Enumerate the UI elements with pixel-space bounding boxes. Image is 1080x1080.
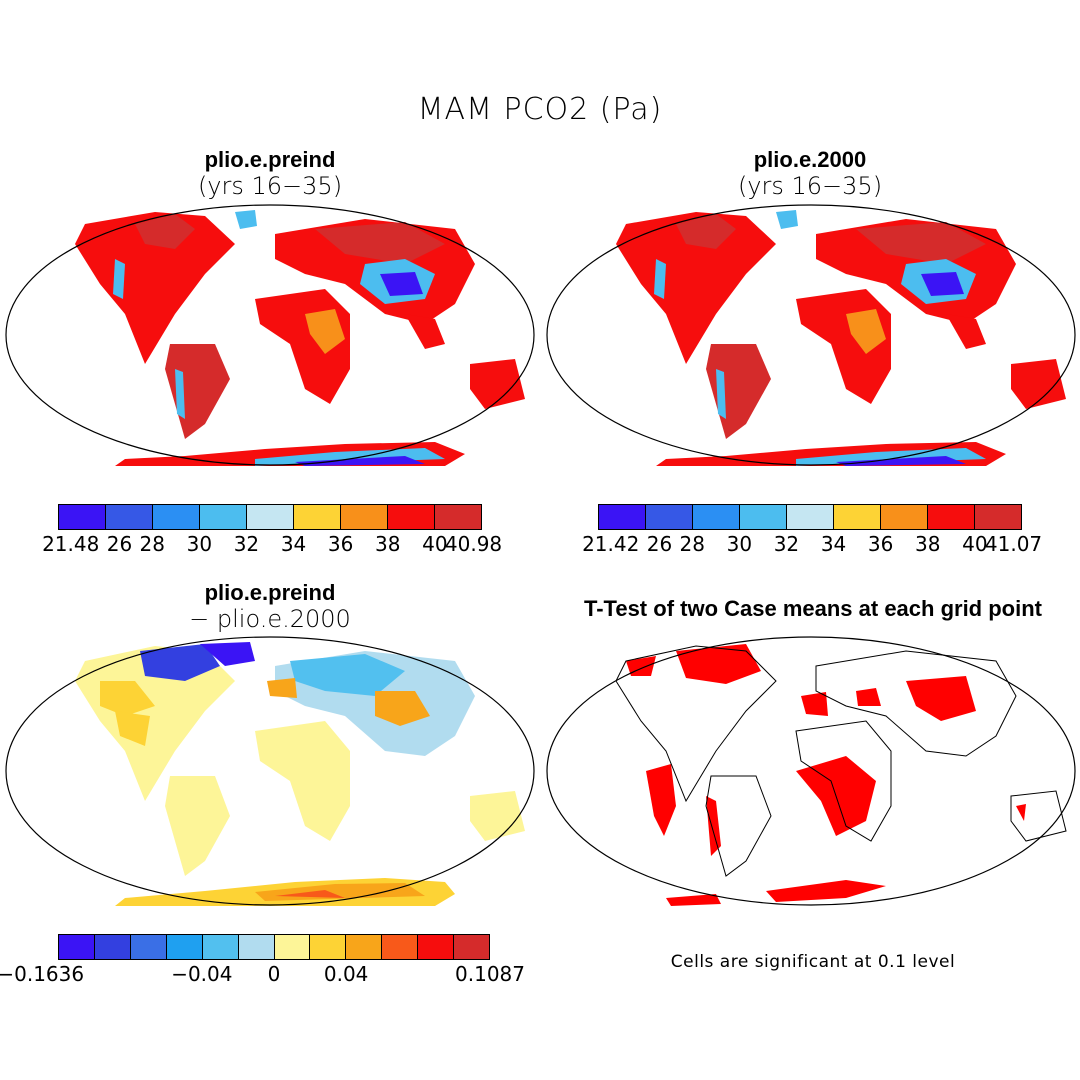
- colorbar-swatch: [693, 505, 740, 529]
- colorbar-swatch: [881, 505, 928, 529]
- colorbar-tick-label: 40: [422, 532, 448, 556]
- colorbar-swatch: [166, 935, 203, 959]
- colorbar-tick-label: 36: [327, 532, 354, 556]
- panel-title-top-right: plio.e.2000: [753, 147, 867, 172]
- colorbar-swatch: [341, 505, 388, 529]
- colorbar-swatch: [646, 505, 693, 529]
- colorbar-swatch: [834, 505, 881, 529]
- colorbar-tick-label: 38: [375, 532, 401, 556]
- colorbar-swatch: [202, 935, 239, 959]
- map-land-top-right: [616, 210, 1066, 466]
- colorbar-swatch: [346, 935, 383, 959]
- colorbar-swatch: [274, 935, 311, 959]
- colorbar-tick-label: −0.04: [171, 962, 233, 986]
- panel-title-bottom-right: T-Test of two Case means at each grid po…: [583, 596, 1042, 621]
- colorbar-swatch: [418, 935, 455, 959]
- colorbar-swatch: [928, 505, 975, 529]
- colorbar-tick-label: 36: [867, 532, 894, 556]
- colorbar-tick-label: 26: [106, 532, 133, 556]
- map-bottom-right: [546, 636, 1076, 906]
- colorbar-tick-label: 0.04: [323, 962, 369, 986]
- colorbar-swatch: [975, 505, 1021, 529]
- colorbar-swatch: [153, 505, 200, 529]
- panel-subtitle-bottom-left: − plio.e.2000: [189, 605, 351, 633]
- map-land-top-left: [75, 210, 525, 466]
- colorbar-tick-label: 32: [773, 532, 800, 556]
- colorbar-swatch: [59, 505, 106, 529]
- significance-note: Cells are significant at 0.1 level: [670, 952, 956, 972]
- colorbar-swatch: [200, 505, 247, 529]
- map-border-bottom-right: [546, 636, 1076, 906]
- colorbar-tick-label: 21.48: [42, 532, 100, 556]
- colorbar-tick-label: 32: [233, 532, 260, 556]
- colorbar-tick-label: 40.98: [444, 532, 503, 556]
- colorbar-tick-label: 28: [679, 532, 705, 556]
- colorbar-swatch: [310, 935, 347, 959]
- colorbar-tick-label: 41.07: [984, 532, 1043, 556]
- map-border-top-right: [546, 204, 1076, 466]
- colorbar-tick-label: 34: [820, 532, 847, 556]
- panel-title-top-left: plio.e.preind: [204, 147, 336, 172]
- panel-title-bottom-left: plio.e.preind: [204, 580, 336, 605]
- colorbar-tick-label: 34: [280, 532, 307, 556]
- colorbar-tick-label: 30: [186, 532, 213, 556]
- colorbar-swatch: [388, 505, 435, 529]
- panel-subtitle-top-left: (yrs 16−35): [197, 172, 343, 200]
- colorbar-swatch: [382, 935, 419, 959]
- map-land-bottom-right: [626, 644, 1026, 906]
- colorbar-swatch: [294, 505, 341, 529]
- map-coastlines-bottom-right: [615, 645, 1067, 877]
- colorbar-top-right: 21.42 26 28 30 32 34 36 38 40 41.07: [582, 504, 1042, 556]
- colorbar-tick-label: 21.42: [582, 532, 640, 556]
- panel-subtitle-top-right: (yrs 16−35): [737, 172, 883, 200]
- colorbar-tick-label: 0: [267, 962, 281, 986]
- colorbar-tick-label: 40: [962, 532, 988, 556]
- map-border-bottom-left: [5, 636, 535, 906]
- colorbar-tick-label: 30: [726, 532, 753, 556]
- colorbar-tick-label: 38: [915, 532, 941, 556]
- colorbar-tick-label: 28: [139, 532, 165, 556]
- colorbar-swatch: [435, 505, 481, 529]
- colorbar-swatch: [106, 505, 153, 529]
- colorbar-tick-label: 26: [646, 532, 673, 556]
- colorbar-swatch: [247, 505, 294, 529]
- map-top-right: [546, 204, 1076, 466]
- colorbar-swatch: [59, 935, 95, 959]
- colorbar-swatch: [130, 935, 167, 959]
- map-land-bottom-left: [75, 642, 525, 906]
- colorbar-top-left: 21.48 26 28 30 32 34 36 38 40 40.98: [42, 504, 502, 556]
- map-border-top-left: [5, 204, 535, 466]
- map-bottom-left: [5, 636, 535, 906]
- colorbar-swatch: [94, 935, 131, 959]
- map-top-left: [5, 204, 535, 466]
- colorbar-tick-label: −0.1636: [0, 962, 85, 986]
- colorbar-swatch: [740, 505, 787, 529]
- colorbar-tick-label: 0.1087: [455, 962, 525, 986]
- colorbar-swatch: [238, 935, 275, 959]
- colorbar-bottom-left: −0.1636 −0.04 0 0.04 0.1087: [0, 934, 525, 986]
- figure-title: MAM PCO2 (Pa): [417, 92, 663, 127]
- colorbar-swatch: [454, 935, 490, 959]
- colorbar-swatch: [599, 505, 646, 529]
- colorbar-swatch: [787, 505, 834, 529]
